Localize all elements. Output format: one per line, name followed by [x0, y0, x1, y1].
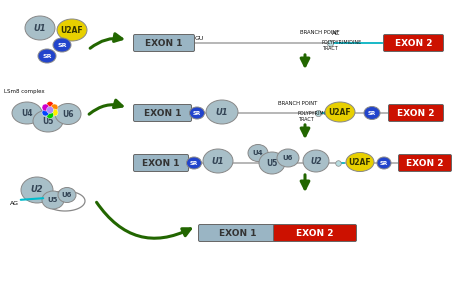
- FancyBboxPatch shape: [389, 104, 444, 121]
- Text: EXON 2: EXON 2: [395, 38, 432, 47]
- Text: U2: U2: [310, 156, 322, 165]
- Text: U2AF: U2AF: [328, 107, 351, 116]
- Text: U4: U4: [21, 108, 33, 117]
- Text: POLYPYRIMIDINE
TRACT: POLYPYRIMIDINE TRACT: [322, 40, 362, 51]
- Ellipse shape: [42, 191, 64, 209]
- Ellipse shape: [46, 111, 54, 119]
- Text: EXON 2: EXON 2: [397, 108, 435, 117]
- Text: GU: GU: [195, 36, 204, 41]
- Text: U6: U6: [62, 110, 74, 119]
- Text: U5: U5: [42, 116, 54, 125]
- Text: U1: U1: [212, 156, 224, 165]
- Text: U1: U1: [216, 107, 228, 116]
- Text: U2: U2: [31, 185, 43, 194]
- FancyBboxPatch shape: [134, 104, 191, 121]
- Ellipse shape: [346, 152, 374, 172]
- FancyBboxPatch shape: [399, 155, 452, 172]
- Ellipse shape: [277, 149, 299, 167]
- Ellipse shape: [53, 38, 71, 52]
- Ellipse shape: [42, 104, 49, 111]
- Text: EXON 1: EXON 1: [142, 159, 180, 168]
- Ellipse shape: [33, 110, 63, 132]
- Ellipse shape: [303, 150, 329, 172]
- Text: EXON 2: EXON 2: [296, 229, 334, 237]
- Ellipse shape: [25, 16, 55, 40]
- Ellipse shape: [51, 104, 58, 111]
- FancyBboxPatch shape: [199, 225, 276, 241]
- Text: EXON 2: EXON 2: [406, 159, 444, 168]
- Text: BRANCH POINT: BRANCH POINT: [300, 30, 339, 35]
- Text: U4: U4: [253, 150, 264, 156]
- Ellipse shape: [21, 177, 53, 203]
- Text: SR: SR: [57, 43, 67, 47]
- Ellipse shape: [38, 49, 56, 63]
- Text: SR: SR: [190, 160, 198, 165]
- Text: U2AF: U2AF: [61, 26, 83, 34]
- Text: AG: AG: [10, 201, 19, 206]
- Text: U5: U5: [48, 197, 58, 203]
- Ellipse shape: [203, 149, 233, 173]
- Text: U5: U5: [266, 159, 278, 168]
- Ellipse shape: [55, 103, 81, 124]
- Ellipse shape: [364, 107, 380, 120]
- Ellipse shape: [46, 107, 54, 114]
- Ellipse shape: [42, 109, 49, 116]
- FancyBboxPatch shape: [383, 34, 444, 51]
- Text: EXON 1: EXON 1: [219, 229, 256, 237]
- Text: U6: U6: [283, 155, 293, 161]
- FancyBboxPatch shape: [134, 155, 189, 172]
- Ellipse shape: [259, 152, 285, 174]
- Ellipse shape: [51, 109, 58, 116]
- Text: EXON 1: EXON 1: [145, 38, 183, 47]
- Ellipse shape: [190, 107, 204, 119]
- Ellipse shape: [206, 100, 238, 124]
- Text: LSm8 complex: LSm8 complex: [4, 89, 45, 94]
- Ellipse shape: [248, 144, 268, 161]
- Text: POLYPYRIMIDINE
TRACT: POLYPYRIMIDINE TRACT: [298, 111, 338, 122]
- Text: SR: SR: [193, 111, 201, 116]
- Text: SR: SR: [380, 160, 388, 165]
- Ellipse shape: [325, 102, 355, 122]
- Ellipse shape: [46, 102, 54, 108]
- Ellipse shape: [58, 188, 76, 202]
- Text: U1: U1: [34, 23, 46, 33]
- Text: AC: AC: [332, 31, 340, 36]
- Text: SR: SR: [42, 54, 52, 59]
- Text: EXON 1: EXON 1: [144, 108, 181, 117]
- FancyBboxPatch shape: [273, 225, 356, 241]
- Ellipse shape: [186, 157, 201, 169]
- FancyBboxPatch shape: [134, 34, 194, 51]
- Ellipse shape: [377, 157, 391, 169]
- Ellipse shape: [57, 19, 87, 41]
- Text: SR: SR: [368, 111, 376, 116]
- Ellipse shape: [12, 102, 42, 124]
- Text: BRANCH POINT: BRANCH POINT: [278, 101, 318, 106]
- Text: U6: U6: [62, 192, 72, 198]
- Text: U2AF: U2AF: [349, 157, 371, 167]
